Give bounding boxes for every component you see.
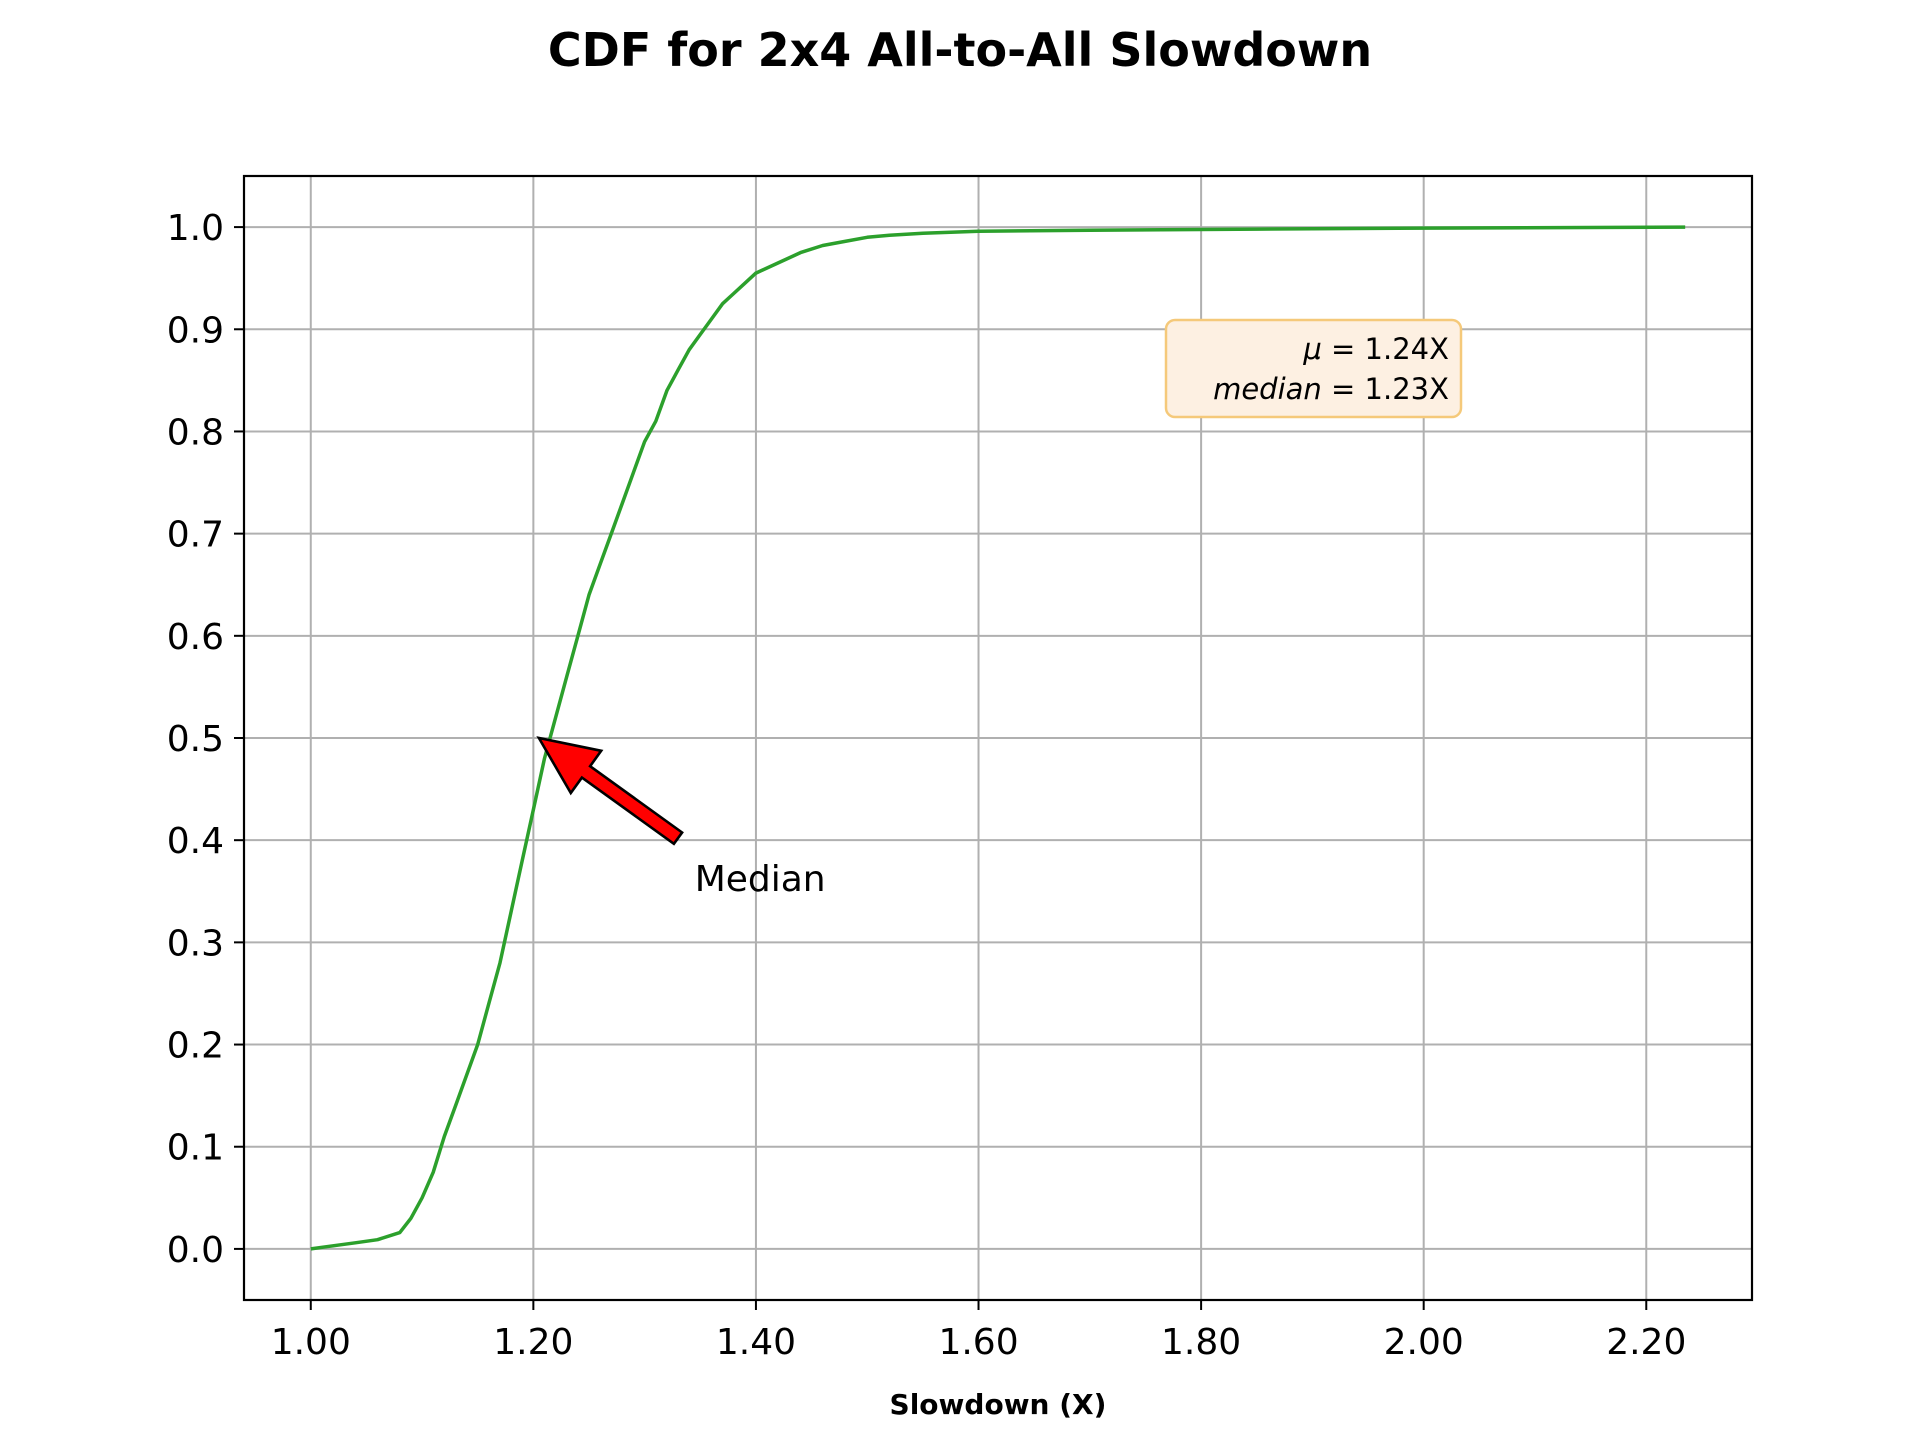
y-tick-label: 0.6 bbox=[167, 617, 224, 658]
x-tick-label: 2.00 bbox=[1384, 1322, 1464, 1363]
y-tick-label: 0.0 bbox=[167, 1230, 224, 1271]
stats-median: median = 1.23X bbox=[1213, 372, 1449, 406]
grid-lines bbox=[244, 176, 1752, 1300]
x-tick-label: 1.40 bbox=[716, 1322, 796, 1363]
y-tick-label: 0.4 bbox=[167, 821, 224, 862]
median-value: = 1.23X bbox=[1322, 372, 1449, 406]
mu-symbol: μ bbox=[1302, 332, 1321, 366]
y-tick-label: 0.9 bbox=[167, 310, 224, 351]
y-tick-label: 1.0 bbox=[167, 208, 224, 249]
x-axis-label: Slowdown (X) bbox=[890, 1388, 1107, 1421]
median-label: median bbox=[1213, 372, 1322, 406]
x-tick-label: 1.00 bbox=[271, 1322, 351, 1363]
y-tick-label: 0.2 bbox=[167, 1026, 224, 1067]
median-annotation: Median bbox=[536, 736, 826, 900]
chart-title: CDF for 2x4 All-to-All Slowdown bbox=[548, 23, 1372, 77]
x-tick-label: 1.60 bbox=[938, 1322, 1018, 1363]
median-annotation-label: Median bbox=[695, 859, 826, 900]
y-axis: 0.0 0.1 0.2 0.3 0.4 0.5 0.6 0.7 0.8 0.9 1.0 bbox=[167, 208, 244, 1271]
y-tick-label: 0.8 bbox=[167, 412, 224, 453]
x-tick-label: 2.20 bbox=[1606, 1322, 1686, 1363]
mean-value: = 1.24X bbox=[1322, 332, 1449, 366]
y-tick-label: 0.1 bbox=[167, 1128, 224, 1169]
y-tick-label: 0.7 bbox=[167, 515, 224, 556]
stats-mean: μ = 1.24X bbox=[1302, 332, 1449, 366]
x-tick-label: 1.80 bbox=[1161, 1322, 1241, 1363]
cdf-line bbox=[310, 225, 1686, 1251]
stats-box-frame bbox=[1164, 318, 1463, 419]
series-layer bbox=[310, 225, 1686, 1251]
median-arrow bbox=[536, 736, 684, 846]
x-axis: 1.00 1.20 1.40 1.60 1.80 2.00 2.20 bbox=[271, 1300, 1686, 1363]
y-tick-label: 0.3 bbox=[167, 923, 224, 964]
stats-box: μ = 1.24X median = 1.23X bbox=[1164, 318, 1463, 419]
x-tick-label: 1.20 bbox=[493, 1322, 573, 1363]
y-tick-label: 0.5 bbox=[167, 719, 224, 760]
